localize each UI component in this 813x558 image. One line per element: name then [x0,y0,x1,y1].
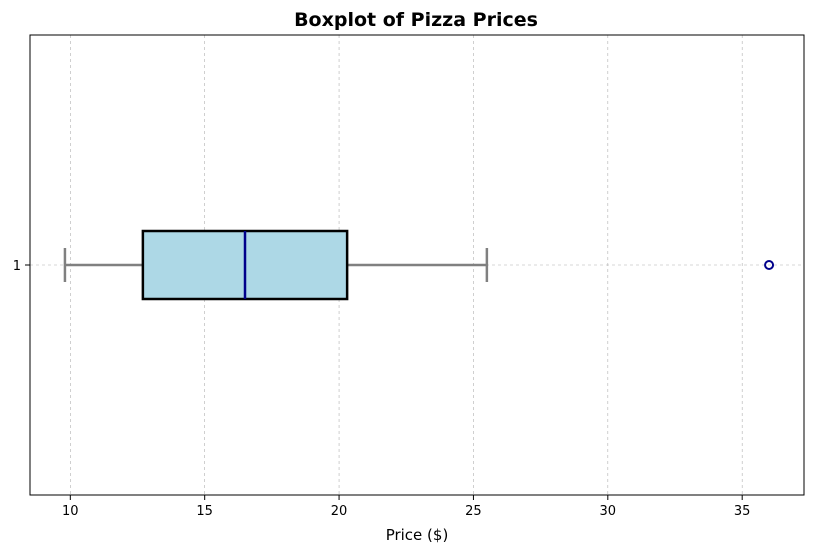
x-tick-label: 15 [196,504,213,519]
x-tick-label: 35 [734,504,751,519]
y-axis-ticks: 1 [13,259,30,274]
outlier-point [764,260,775,270]
x-axis-label: Price ($) [386,526,449,544]
x-tick-label: 10 [62,504,79,519]
x-axis-ticks: 10 15 20 25 30 35 [62,495,750,519]
chart-title: Boxplot of Pizza Prices [294,9,538,31]
box-layer [63,229,775,301]
y-tick-label: 1 [13,259,21,274]
x-tick-label: 20 [331,504,348,519]
x-tick-label: 25 [465,504,482,519]
x-tick-label: 30 [600,504,617,519]
